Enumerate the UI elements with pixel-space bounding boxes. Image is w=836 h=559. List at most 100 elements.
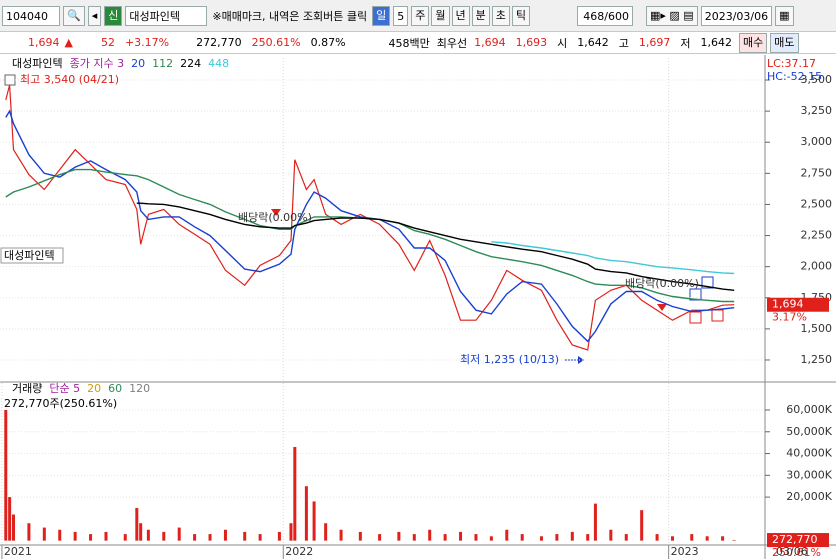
unit-button[interactable]: 주: [411, 5, 430, 26]
event-note: 배당락(0.00%): [238, 211, 312, 224]
volume-bar: [208, 534, 212, 541]
legend-label: 종가 지수 3: [70, 57, 124, 70]
name-tag-box: [0, 247, 64, 264]
volume-bar: [690, 534, 694, 541]
volume-bar: [397, 531, 401, 541]
volume-bar: [193, 534, 197, 541]
y-tick-label: 2,250: [801, 229, 833, 242]
sell-button[interactable]: 매도: [770, 32, 799, 53]
sell-mark: [701, 276, 714, 289]
volume-bar: [412, 534, 416, 541]
high: 1,697: [638, 36, 671, 49]
tool-buttons[interactable]: ▦▸ ▨ ▤: [646, 5, 698, 26]
volume-bar: [162, 531, 166, 541]
volume-bar: [258, 534, 262, 541]
legend-label: 120: [129, 382, 150, 395]
period-count[interactable]: 5: [393, 5, 409, 26]
change-arrow: ▲: [64, 36, 73, 49]
bid: 1,693: [515, 36, 548, 49]
volume-bar: [293, 447, 297, 541]
volume-bar: [11, 514, 15, 541]
volume-bar: [378, 534, 382, 541]
volume-bar: [177, 527, 181, 541]
legend-label: 20: [87, 382, 101, 395]
period-button[interactable]: 일: [372, 5, 391, 26]
volume-bar: [721, 536, 725, 541]
toolbar: 104040 🔍 ◂ 신 대성파인텍 ※매매마크, 내역은 조회버튼 클릭 일 …: [0, 0, 836, 32]
y-tick-label: 60,000K: [786, 403, 832, 416]
volume-bar: [123, 534, 127, 541]
legend-label: 112: [152, 57, 173, 70]
legend-label: 대성파인텍: [12, 57, 63, 70]
open: 1,642: [577, 36, 609, 49]
high-label: 고: [618, 36, 629, 50]
y-tick-label: 2,000: [801, 260, 833, 273]
unit-button[interactable]: 분: [471, 5, 490, 26]
unit-button[interactable]: 월: [431, 5, 450, 26]
volume-bar: [505, 529, 509, 541]
volume-bar: [223, 529, 227, 541]
volume: 272,770: [196, 36, 242, 49]
volume-bar: [705, 536, 709, 541]
volume-bar: [42, 527, 46, 541]
date[interactable]: 2023/03/06: [700, 5, 773, 26]
legend-label: 224: [180, 57, 201, 70]
best-label: 최우선: [436, 36, 468, 50]
volume-bar: [139, 523, 143, 541]
stock-name: 대성파인텍: [125, 5, 208, 26]
volume-bar: [624, 534, 628, 541]
last-value-box: [767, 297, 829, 312]
stock-code[interactable]: 104040: [2, 5, 60, 26]
volume-bar: [339, 529, 343, 541]
search-button[interactable]: 🔍: [63, 5, 85, 26]
y-tick-label: 3,250: [801, 104, 833, 117]
buy-mark: [689, 311, 702, 324]
volume-bar: [135, 507, 139, 541]
volume-bar: [277, 531, 281, 541]
name-tag: 대성파인텍: [4, 249, 55, 262]
y-tick-label: 20,000K: [786, 490, 832, 503]
volume-bar: [428, 529, 432, 541]
volume-bar: [243, 531, 247, 541]
volume-bar: [555, 534, 559, 541]
low-label: 저: [680, 36, 691, 50]
buy-button[interactable]: 매수: [739, 32, 768, 53]
unit-button[interactable]: 틱: [511, 5, 530, 26]
credit-badge: 신: [104, 5, 123, 26]
y-tick-label: 40,000K: [786, 447, 832, 460]
high-note: 최고 3,540 (04/21): [20, 73, 119, 86]
last-pct: 3.17%: [772, 311, 807, 324]
volume-bar: [443, 534, 447, 541]
last-value-box: [767, 533, 829, 548]
change: 52: [100, 36, 115, 49]
last-value: 272,770: [772, 533, 818, 546]
volume-bar: [8, 497, 12, 541]
y-tick-label: 2,500: [801, 197, 833, 210]
open-label: 시: [557, 36, 568, 50]
legend-label: 20: [131, 57, 145, 70]
chart-bg: [0, 55, 836, 559]
calendar-button[interactable]: ▦: [775, 5, 794, 26]
sound-button[interactable]: ◂: [87, 5, 102, 26]
price-line: [136, 202, 735, 291]
y-tick-label: 50,000K: [786, 425, 832, 438]
y-tick-label: 1,500: [801, 322, 833, 335]
unit-button[interactable]: 년: [451, 5, 470, 26]
volume-bar: [474, 534, 478, 541]
volume-bar: [312, 501, 316, 541]
low-arrow-head: [578, 356, 584, 364]
buy-mark: [711, 309, 724, 322]
volume-bar: [489, 536, 493, 541]
event-marker: [657, 304, 667, 311]
y-tick-label: 2,750: [801, 166, 833, 179]
legend-label: 거래량: [12, 382, 42, 395]
ask: 1,694: [474, 36, 506, 49]
x-tick-label: 2021: [4, 545, 32, 558]
volume-ratio: 250.61%: [251, 36, 301, 49]
volume-bar: [104, 531, 108, 541]
hc-label: HC:-52.15: [767, 70, 822, 83]
volume-bar: [593, 503, 597, 541]
unit-button[interactable]: 초: [491, 5, 510, 26]
count: 468/600: [577, 5, 633, 26]
